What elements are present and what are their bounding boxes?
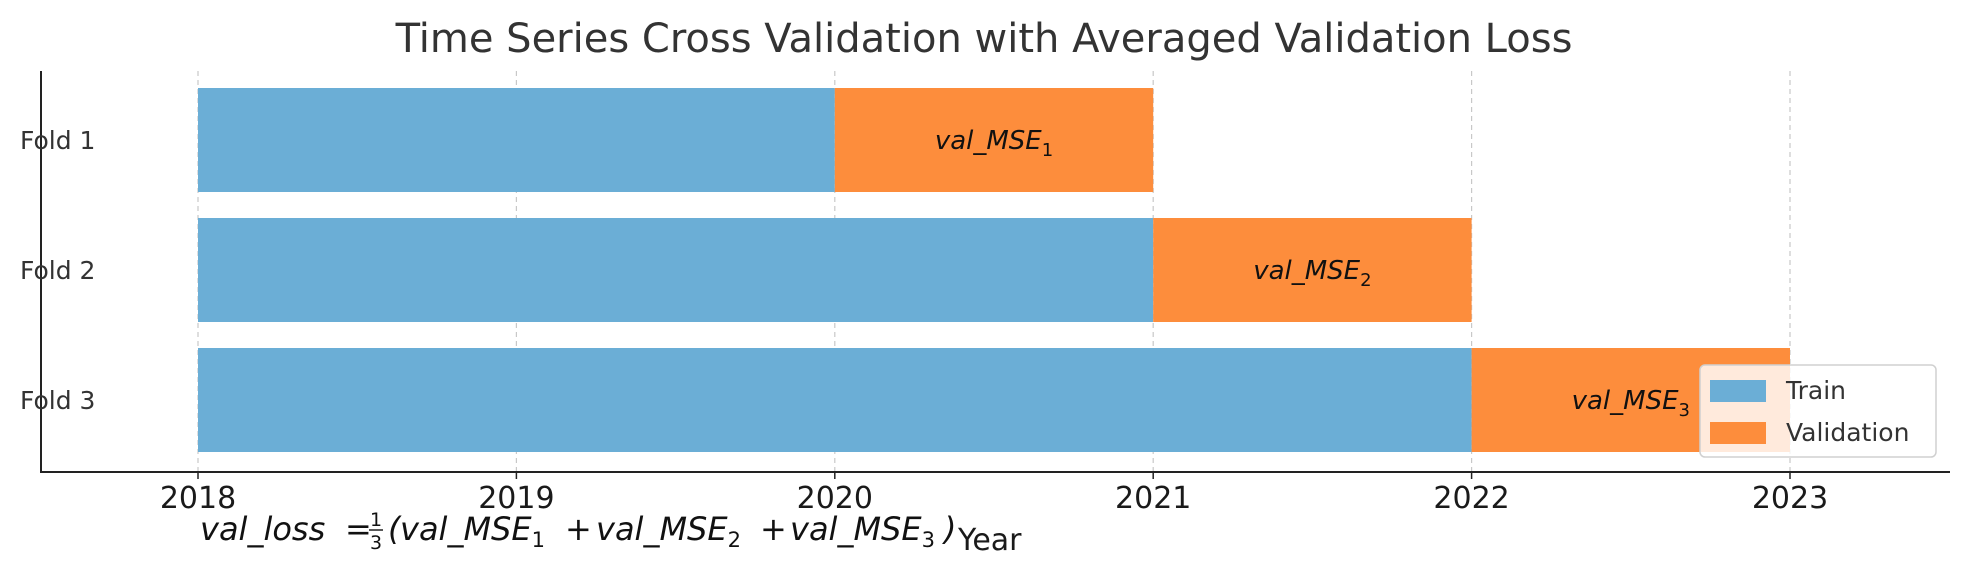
formula-numerator: 1 [370,509,382,531]
train-bar-1 [198,88,835,192]
formula-lhs: val_loss [200,510,325,548]
fold-label-3: Fold 3 [20,386,95,415]
train-bar-3 [198,348,1472,452]
loss-formula: val_loss =13(val_MSE1 + val_MSE2 + val_MSE3) [200,509,956,554]
x-tick-2019: 2019 [478,481,554,516]
fold-label-1: Fold 1 [20,126,95,155]
legend: Train Validation [1699,364,1937,458]
legend-label-validation: Validation [1786,418,1909,447]
chart-title: Time Series Cross Validation with Averag… [395,16,1573,62]
validation-label-1: val_MSE1 [935,126,1053,161]
x-tick-2021: 2021 [1115,481,1191,516]
validation-bar-1 [834,88,1154,192]
formula-term-2: val_MSE2 [596,510,741,552]
train-bar-2 [198,218,1154,322]
x-tick-2020: 2020 [797,481,873,516]
formula-term-3: val_MSE3 [790,510,935,552]
x-tick-2022: 2022 [1433,481,1509,516]
formula-equals: = [345,510,372,548]
formula-open-paren: ( [388,510,402,548]
formula-plus-2: + [760,510,787,548]
legend-label-train: Train [1785,376,1846,405]
validation-label-2: val_MSE2 [1253,256,1371,291]
legend-swatch-validation [1710,422,1766,444]
legend-swatch-train [1710,380,1766,402]
validation-bar-2 [1153,218,1472,322]
x-tick-2023: 2023 [1752,481,1828,516]
bar-labels: val_MSE1 val_MSE2 val_MSE3 [935,126,1690,421]
x-axis-label: Year [957,523,1022,558]
formula-denominator: 3 [370,532,382,554]
x-tick-labels: 2018 2019 2020 2021 2022 2023 [160,472,1828,516]
formula-term-1: val_MSE1 [400,510,545,552]
validation-label-3: val_MSE3 [1572,386,1690,421]
formula-close-paren: ) [942,510,956,548]
y-tick-labels: Fold 1 Fold 2 Fold 3 [20,126,95,415]
formula-plus-1: + [565,510,592,548]
bars [198,88,1790,452]
fold-label-2: Fold 2 [20,256,95,285]
x-tick-2018: 2018 [160,481,236,516]
